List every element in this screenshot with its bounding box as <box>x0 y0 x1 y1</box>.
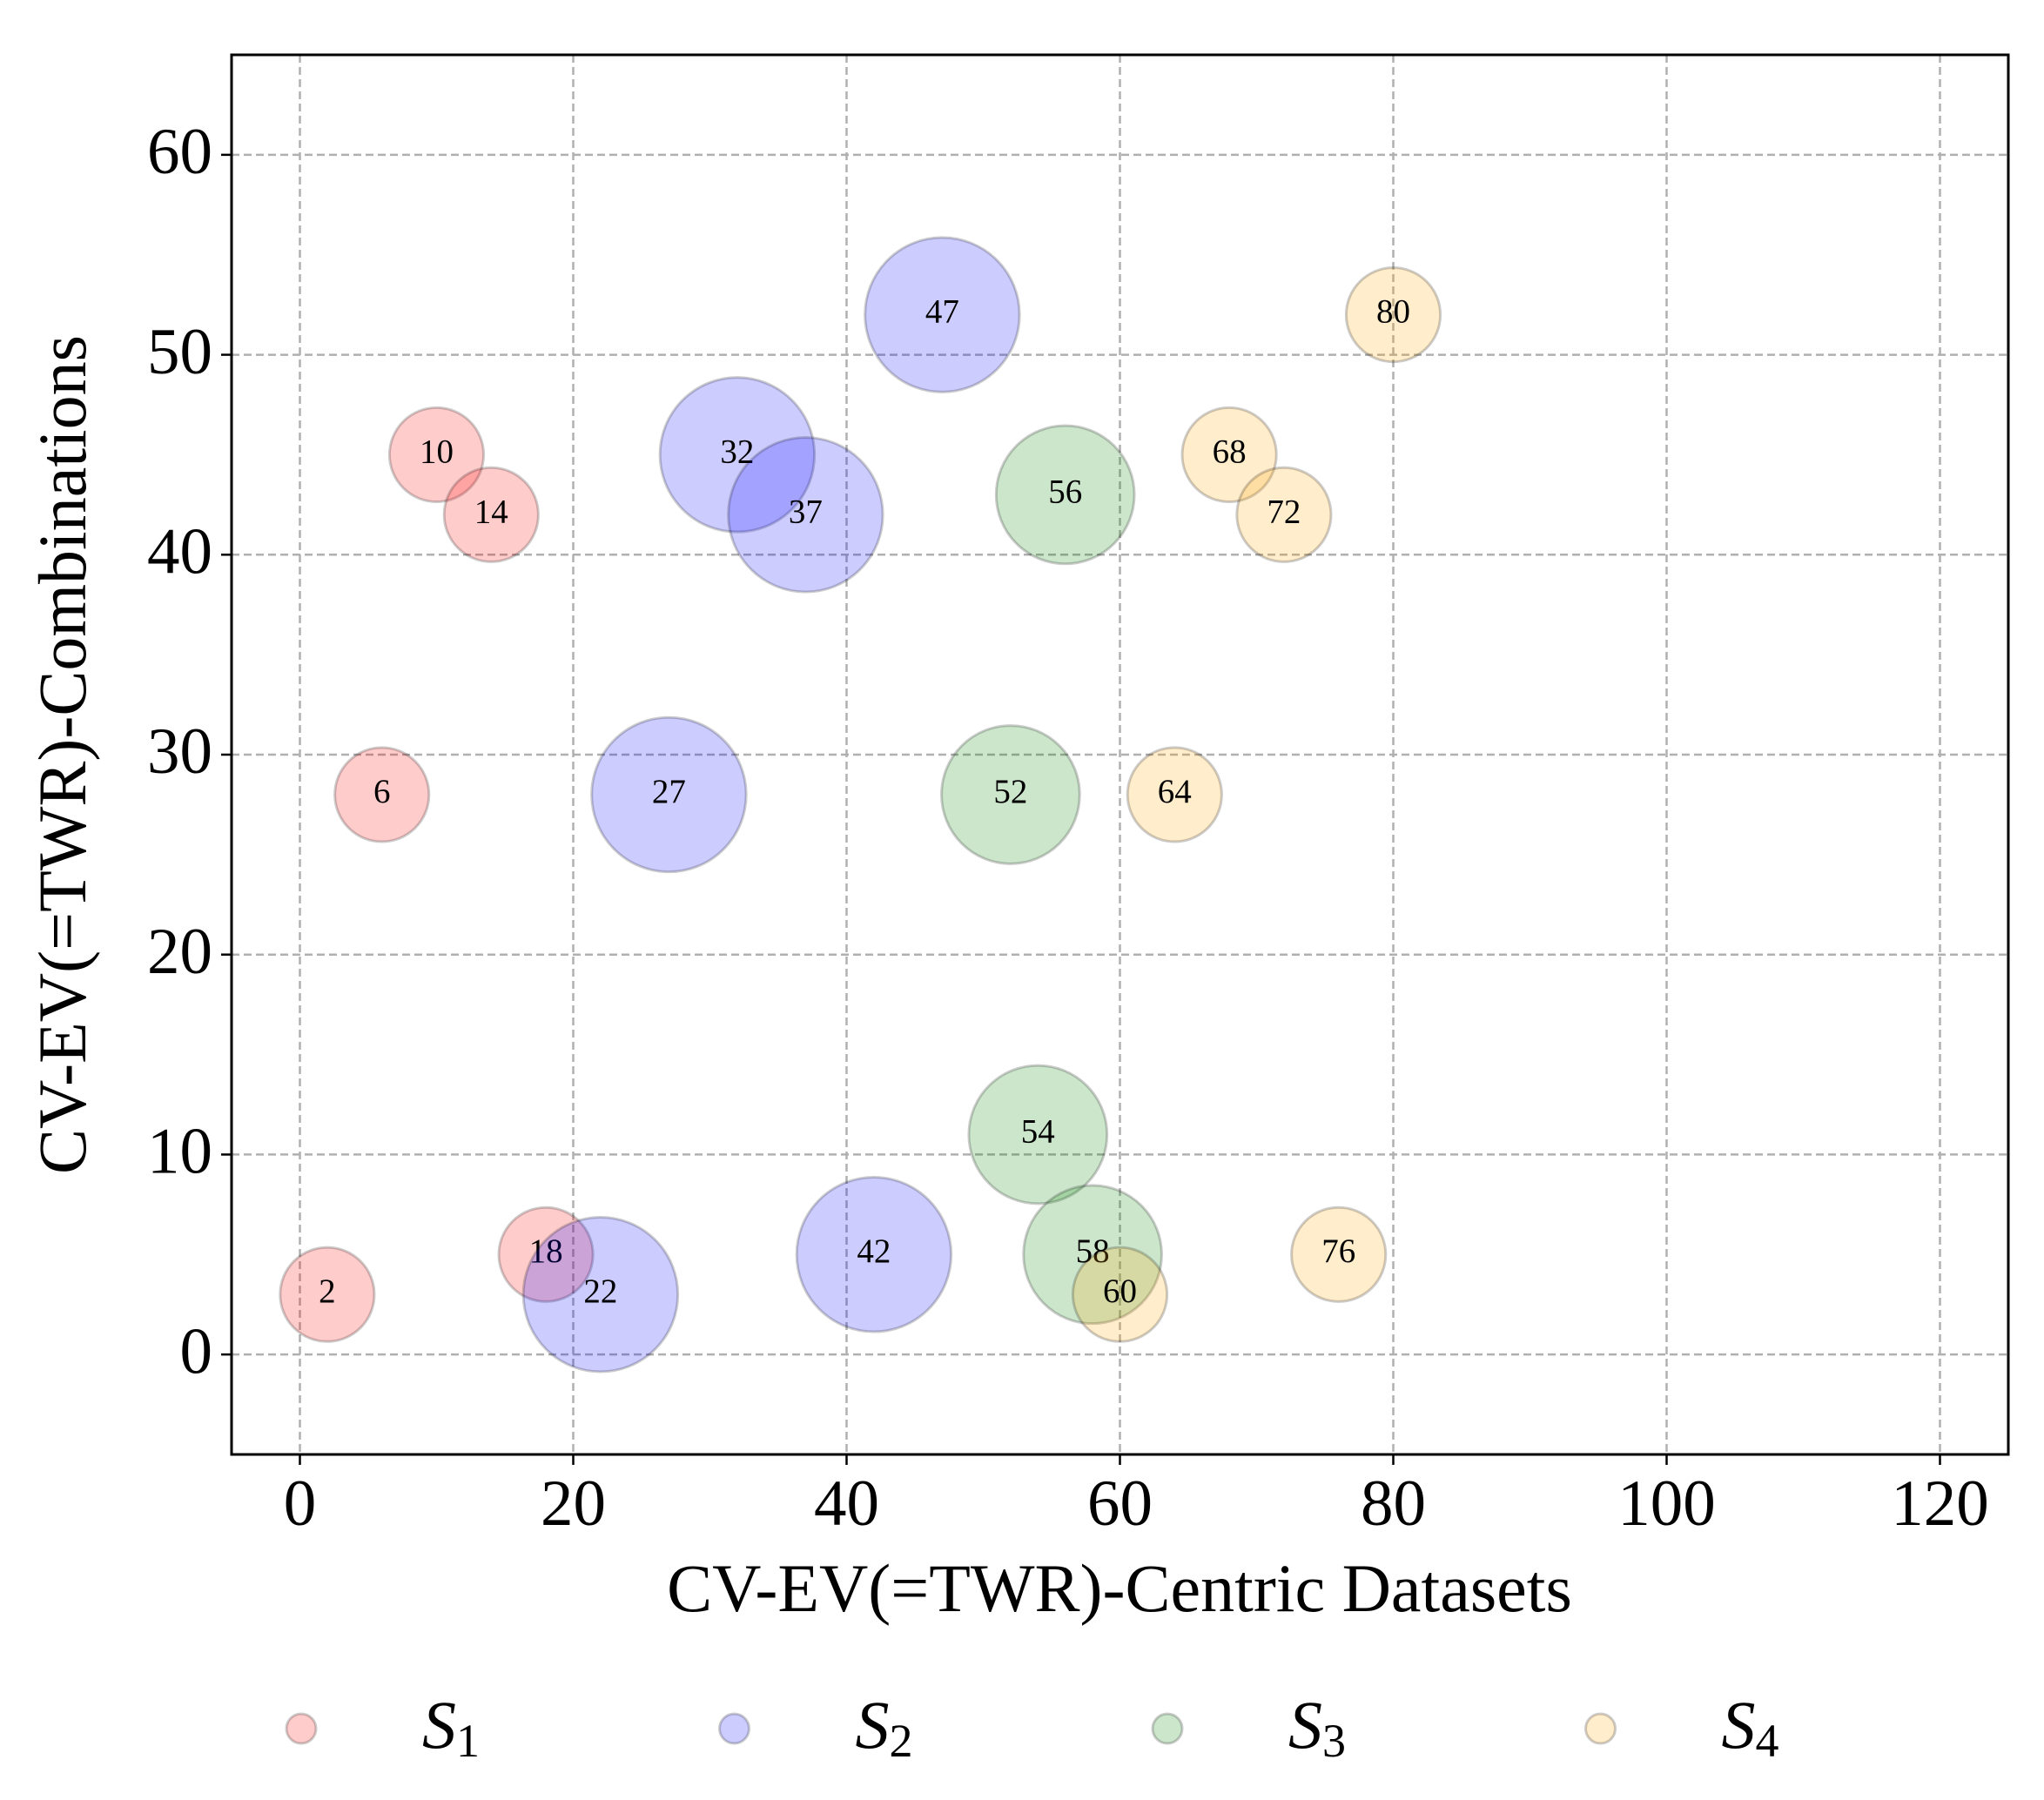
bubble <box>940 724 1081 865</box>
legend-marker <box>285 1712 318 1745</box>
x-tick-label: 0 <box>284 1468 317 1540</box>
y-tick-label: 30 <box>147 715 212 788</box>
point-label: 2 <box>319 1273 336 1310</box>
point-label: 6 <box>373 773 391 810</box>
bubble <box>1235 466 1333 563</box>
point-label: 76 <box>1321 1232 1355 1270</box>
point-label: 32 <box>720 433 754 470</box>
y-axis-label: CV-EV(=TWR)-Combinations <box>24 335 100 1174</box>
point-label: 18 <box>529 1232 563 1270</box>
point-label: 27 <box>652 773 686 810</box>
y-tick-label: 0 <box>180 1315 213 1387</box>
y-tick-label: 10 <box>147 1116 212 1188</box>
bubble <box>333 746 431 843</box>
bubble <box>727 436 884 594</box>
point-label: 64 <box>1158 773 1192 810</box>
point-label: 56 <box>1048 473 1082 510</box>
x-axis-label: CV-EV(=TWR)-Centric Datasets <box>667 1550 1572 1626</box>
x-tick-label: 120 <box>1891 1468 1989 1540</box>
legend-marker <box>718 1712 750 1745</box>
x-tick-label: 80 <box>1361 1468 1426 1540</box>
point-label: 22 <box>583 1273 617 1310</box>
x-tick-label: 40 <box>814 1468 879 1540</box>
bubble <box>279 1246 376 1343</box>
point-label: 54 <box>1021 1112 1055 1150</box>
legend-label: S4 <box>1722 1687 1779 1767</box>
bubble <box>864 236 1021 393</box>
y-tick-label: 60 <box>147 116 212 188</box>
legend-marker <box>1584 1712 1617 1745</box>
bubble <box>387 406 486 504</box>
point-label: 14 <box>474 493 508 530</box>
y-tick-label: 50 <box>147 316 212 388</box>
bubble <box>795 1176 953 1333</box>
legend-label: S1 <box>422 1687 480 1767</box>
point-label: 80 <box>1376 293 1410 331</box>
point-label: 72 <box>1267 493 1301 530</box>
legend-label: S3 <box>1288 1687 1346 1767</box>
point-label: 52 <box>993 773 1027 810</box>
plot-frame <box>230 53 2010 1456</box>
legend-marker <box>1151 1712 1184 1745</box>
point-label: 10 <box>420 433 454 470</box>
bubble <box>1022 1184 1163 1326</box>
point-label: 68 <box>1213 433 1247 470</box>
bubble <box>994 424 1136 566</box>
point-label: 47 <box>925 293 959 331</box>
y-tick-label: 20 <box>147 916 212 988</box>
x-tick-label: 20 <box>541 1468 606 1540</box>
bubble <box>1290 1206 1388 1303</box>
bubble <box>521 1215 680 1374</box>
bubble <box>497 1206 595 1303</box>
x-tick-label: 60 <box>1087 1468 1153 1540</box>
bubble <box>1126 746 1223 843</box>
bubble <box>1071 1246 1169 1343</box>
y-tick-label: 40 <box>147 516 212 588</box>
bubble <box>1344 266 1442 364</box>
bubble <box>590 715 748 874</box>
point-label: 37 <box>789 493 823 530</box>
bubble <box>442 466 540 563</box>
bubble <box>658 376 817 534</box>
x-tick-label: 100 <box>1617 1468 1716 1540</box>
bubble <box>1180 406 1278 504</box>
point-label: 60 <box>1103 1273 1137 1310</box>
legend-label: S2 <box>856 1687 913 1767</box>
point-label: 42 <box>857 1232 891 1270</box>
bubble <box>967 1064 1109 1206</box>
point-label: 58 <box>1076 1232 1110 1270</box>
